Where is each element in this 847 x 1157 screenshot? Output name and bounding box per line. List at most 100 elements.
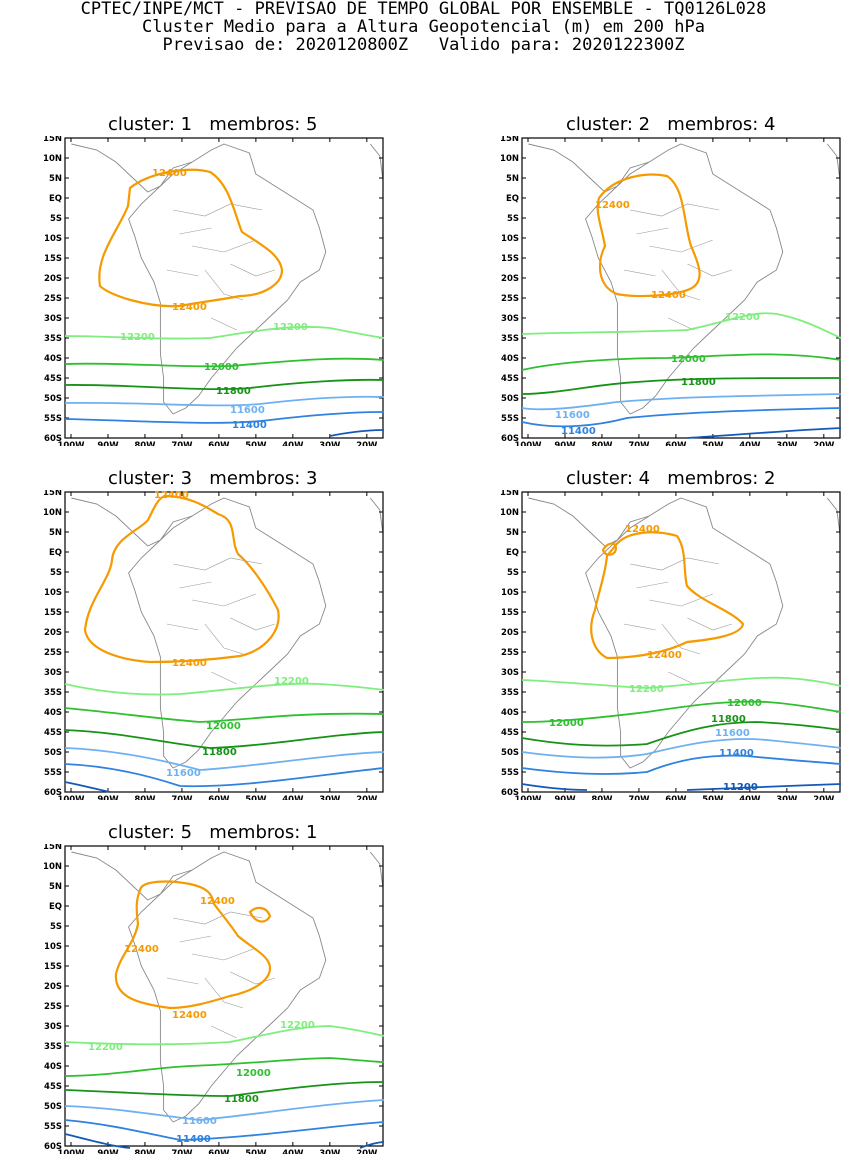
south-america-coastline: [128, 143, 327, 415]
lat-label: 5S: [507, 214, 519, 224]
contour-12000: [521, 700, 842, 723]
lon-label: 80W: [134, 1149, 156, 1154]
lon-label: 30W: [319, 441, 341, 446]
lon-label: 80W: [591, 441, 613, 446]
lat-label: 25S: [501, 648, 519, 658]
contour-11600: [521, 393, 842, 411]
contour-label-11400: 11400: [561, 426, 596, 437]
lon-label: 20W: [356, 795, 378, 800]
lon-label: 100W: [57, 795, 85, 800]
africa-coastline: [826, 497, 841, 535]
africa-coastline: [369, 143, 384, 181]
lon-label: 70W: [628, 795, 650, 800]
lat-label: 15N: [500, 136, 519, 144]
lat-label: EQ: [49, 194, 62, 204]
lat-label: 5N: [506, 174, 519, 184]
lat-label: 5N: [49, 174, 62, 184]
contour-label-11600: 11600: [715, 728, 750, 739]
country-border: [687, 263, 732, 277]
lon-label: 50W: [245, 795, 267, 800]
country-border: [649, 593, 713, 607]
contour-11600: [64, 747, 385, 771]
panel-3-title: cluster: 3 membros: 3: [108, 468, 318, 489]
map-frame: 15N 10N 5N EQ 5S 10S 15S 20S 25S 30S 35S 40S 45S 50S 5…: [43, 136, 384, 446]
country-border: [204, 977, 244, 1009]
lat-label: 60S: [44, 1142, 62, 1152]
country-border: [636, 581, 669, 589]
contour-label-12400-a: 12400: [200, 896, 235, 907]
contour-label-12200: 12200: [629, 684, 664, 695]
lon-label: 90W: [97, 795, 119, 800]
contour-12400: [98, 168, 284, 308]
lat-label: 60S: [44, 788, 62, 798]
contour-12200: [64, 682, 385, 696]
lon-label: 60W: [208, 795, 230, 800]
lon-label: 90W: [554, 795, 576, 800]
lon-label: 60W: [208, 1149, 230, 1154]
lat-label: 5S: [50, 922, 62, 932]
lon-label: 20W: [356, 441, 378, 446]
lat-label: 35S: [501, 688, 519, 698]
central-america-coastline: [71, 497, 193, 547]
contour-label-12400-a: 12400: [625, 524, 660, 535]
lat-label: 20S: [44, 628, 62, 638]
contour-label-12400-a: 12400: [152, 168, 187, 179]
central-america-coastline: [528, 143, 650, 193]
lat-label: 5N: [49, 882, 62, 892]
lat-label: 10N: [500, 154, 519, 164]
contour-label-11600: 11600: [555, 410, 590, 421]
lon-label: 20W: [356, 1149, 378, 1154]
lat-label: 10S: [44, 234, 62, 244]
panel-4-map: 15N 10N 5N EQ 5S 10S 15S 20S 25S 30S 35S 40S 45S 50S 5…: [500, 490, 842, 800]
country-border: [166, 623, 199, 631]
contour-label-11400: 11400: [719, 748, 754, 759]
contour-11800: [521, 377, 842, 395]
lat-label: 35S: [44, 334, 62, 344]
lat-label: 35S: [44, 688, 62, 698]
contour-label-12200: 12200: [725, 312, 760, 323]
map-frame: 15N 10N 5N EQ 5S 10S 15S 20S 25S 30S 35S 40S 45S 50S 5…: [43, 844, 384, 1154]
country-border: [230, 971, 275, 985]
contour-11400: [64, 411, 385, 424]
lon-label: 60W: [665, 441, 687, 446]
lat-label: 5S: [50, 214, 62, 224]
contour-label-12400-a: 12400: [595, 200, 630, 211]
country-border: [173, 911, 263, 925]
contour-12000: [521, 353, 842, 371]
contour-11400: [521, 754, 842, 775]
central-america-coastline: [71, 851, 193, 901]
map-border: [64, 137, 384, 439]
lat-label: 10S: [44, 942, 62, 952]
lat-label: 15N: [43, 490, 62, 498]
lat-label: 45S: [44, 1082, 62, 1092]
contour-label-12400-b: 12400: [124, 944, 159, 955]
lon-label: 50W: [702, 795, 724, 800]
lat-label: 5N: [506, 528, 519, 538]
country-border: [230, 263, 275, 277]
lat-label: 30S: [501, 668, 519, 678]
lat-label: 50S: [501, 394, 519, 404]
contour-label-11800: 11800: [711, 714, 746, 725]
lat-label: 55S: [44, 768, 62, 778]
lat-label: EQ: [49, 548, 62, 558]
contour-11200: [64, 1133, 385, 1149]
country-border: [668, 671, 694, 685]
country-border: [179, 227, 212, 235]
contour-label-12400-b: 12400: [647, 650, 682, 661]
contour-11400: [64, 1119, 385, 1141]
central-america-coastline: [528, 497, 650, 547]
lon-label: 40W: [739, 795, 761, 800]
lat-label: 15S: [501, 254, 519, 264]
panel-5-map: 15N 10N 5N EQ 5S 10S 15S 20S 25S 30S 35S 40S 45S 50S 5…: [43, 844, 385, 1154]
country-border: [623, 269, 656, 277]
lat-label: 35S: [501, 334, 519, 344]
lon-label: 80W: [134, 441, 156, 446]
contour-label-12400-b: 12400: [172, 658, 207, 669]
contour-11800: [521, 721, 842, 747]
lat-label: 50S: [44, 748, 62, 758]
country-border: [623, 623, 656, 631]
country-border: [636, 227, 669, 235]
header-line-3: Previsao de: 2020120800Z Valido para: 20…: [162, 35, 685, 55]
map-border: [521, 137, 841, 439]
contour-label-12000-a: 12000: [549, 718, 584, 729]
